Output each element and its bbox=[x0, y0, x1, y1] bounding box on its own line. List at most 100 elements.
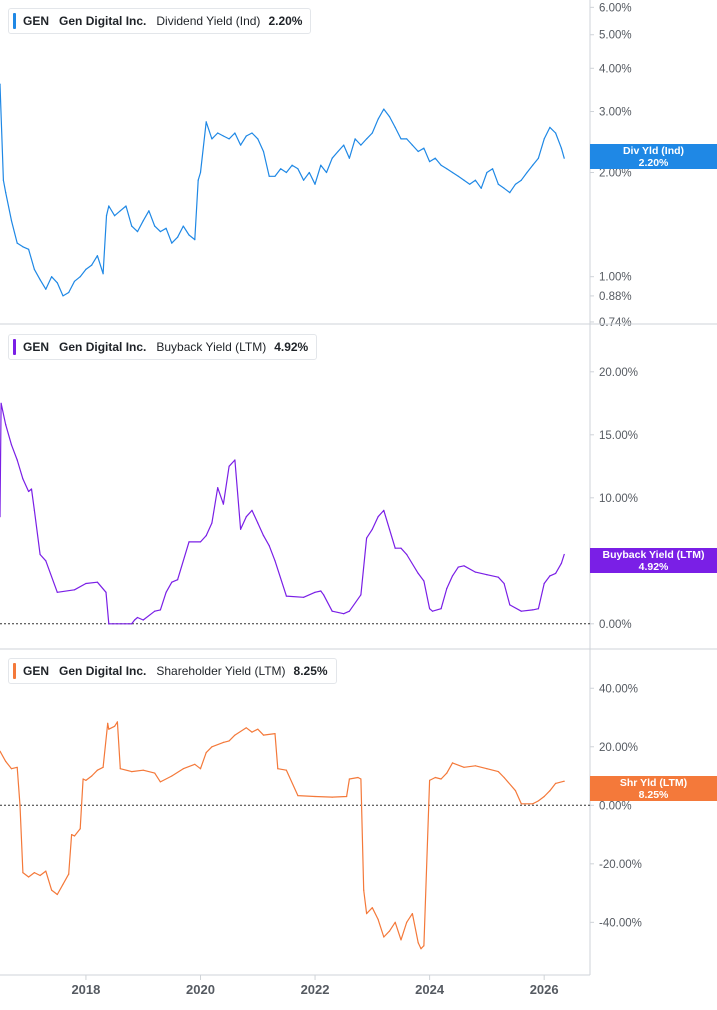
data-point bbox=[297, 168, 299, 170]
data-point bbox=[451, 575, 454, 577]
series-line[interactable] bbox=[0, 402, 565, 625]
data-point bbox=[234, 459, 236, 461]
data-point bbox=[199, 541, 202, 543]
data-point bbox=[446, 772, 448, 774]
data-point bbox=[366, 138, 368, 140]
data-point bbox=[297, 795, 299, 797]
data-point bbox=[346, 795, 348, 798]
y-tick-label: 6.00% bbox=[599, 2, 632, 14]
data-point bbox=[474, 571, 476, 573]
data-point bbox=[274, 175, 276, 177]
data-point bbox=[440, 608, 442, 610]
data-point bbox=[71, 834, 73, 836]
y-tick-label: 0.74% bbox=[599, 317, 632, 329]
data-point bbox=[555, 782, 557, 785]
data-point bbox=[119, 768, 121, 770]
data-point bbox=[492, 168, 494, 170]
data-point bbox=[148, 210, 150, 212]
data-point bbox=[303, 596, 305, 598]
data-point bbox=[360, 594, 362, 596]
series-line[interactable] bbox=[0, 84, 565, 297]
data-point bbox=[5, 192, 7, 194]
legend-company: Gen Digital Inc. bbox=[59, 14, 147, 28]
data-point bbox=[199, 768, 202, 770]
data-point bbox=[85, 779, 87, 782]
data-point bbox=[549, 126, 551, 128]
data-point bbox=[165, 591, 167, 593]
data-point bbox=[107, 722, 109, 725]
data-point bbox=[205, 752, 207, 754]
data-point bbox=[325, 171, 328, 174]
data-point bbox=[366, 913, 368, 915]
y-tick-label: 5.00% bbox=[599, 30, 632, 42]
data-point bbox=[240, 528, 242, 530]
series-line[interactable] bbox=[0, 721, 565, 950]
tag-value: 2.20% bbox=[638, 156, 669, 169]
data-point bbox=[371, 907, 373, 909]
y-tick-label: 2.00% bbox=[599, 167, 632, 179]
data-point bbox=[400, 138, 402, 140]
y-tick-label: 0.00% bbox=[599, 800, 632, 812]
data-point bbox=[85, 268, 87, 270]
data-point bbox=[486, 768, 488, 770]
data-point bbox=[532, 609, 534, 611]
data-point bbox=[10, 768, 13, 770]
data-point bbox=[440, 778, 442, 780]
data-point bbox=[154, 610, 156, 612]
data-point bbox=[423, 945, 425, 947]
data-point bbox=[348, 778, 350, 780]
data-point bbox=[108, 205, 110, 207]
data-point bbox=[96, 769, 98, 771]
data-point bbox=[497, 576, 499, 578]
data-point bbox=[62, 295, 64, 297]
data-point bbox=[331, 796, 333, 798]
legend-ticker: GEN bbox=[23, 664, 50, 678]
data-point bbox=[363, 889, 365, 891]
data-point bbox=[268, 545, 270, 547]
legend-swatch bbox=[13, 663, 16, 679]
data-point bbox=[5, 424, 7, 426]
data-point bbox=[274, 560, 276, 562]
data-point bbox=[406, 138, 408, 140]
data-point bbox=[486, 574, 488, 576]
data-point bbox=[446, 168, 448, 170]
data-point bbox=[154, 225, 156, 227]
data-point bbox=[211, 138, 213, 140]
data-point bbox=[388, 930, 391, 932]
data-point bbox=[159, 231, 161, 233]
legend-dividend-yield[interactable]: GEN Gen Digital Inc. Dividend Yield (Ind… bbox=[8, 8, 312, 34]
data-point bbox=[274, 733, 276, 735]
data-point bbox=[411, 913, 413, 915]
data-point bbox=[457, 175, 459, 177]
data-point bbox=[108, 728, 110, 730]
data-point bbox=[79, 276, 81, 278]
data-point bbox=[451, 171, 454, 174]
data-point bbox=[257, 138, 259, 140]
data-point bbox=[177, 236, 179, 238]
x-tick-label: 2024 bbox=[415, 982, 445, 997]
legend-buyback-yield[interactable]: GEN Gen Digital Inc. Buyback Yield (LTM)… bbox=[8, 334, 318, 360]
data-point bbox=[314, 795, 316, 798]
data-point bbox=[514, 183, 517, 185]
legend-company: Gen Digital Inc. bbox=[59, 340, 147, 354]
data-point bbox=[388, 116, 391, 118]
legend-shareholder-yield[interactable]: GEN Gen Digital Inc. Shareholder Yield (… bbox=[8, 658, 337, 684]
data-point bbox=[446, 587, 448, 590]
data-point bbox=[429, 161, 431, 163]
data-point bbox=[291, 164, 293, 166]
data-point bbox=[16, 766, 18, 768]
data-point bbox=[509, 604, 511, 606]
data-point bbox=[108, 623, 110, 625]
legend-value: 4.92% bbox=[274, 340, 309, 354]
data-point bbox=[194, 239, 196, 241]
legend-ticker: GEN bbox=[23, 14, 50, 28]
data-point bbox=[503, 776, 505, 779]
data-point bbox=[251, 731, 253, 733]
data-point bbox=[222, 135, 224, 137]
data-point bbox=[245, 727, 247, 729]
data-point bbox=[194, 763, 196, 765]
data-point bbox=[205, 535, 207, 537]
data-point bbox=[39, 874, 41, 877]
data-point bbox=[159, 781, 161, 783]
